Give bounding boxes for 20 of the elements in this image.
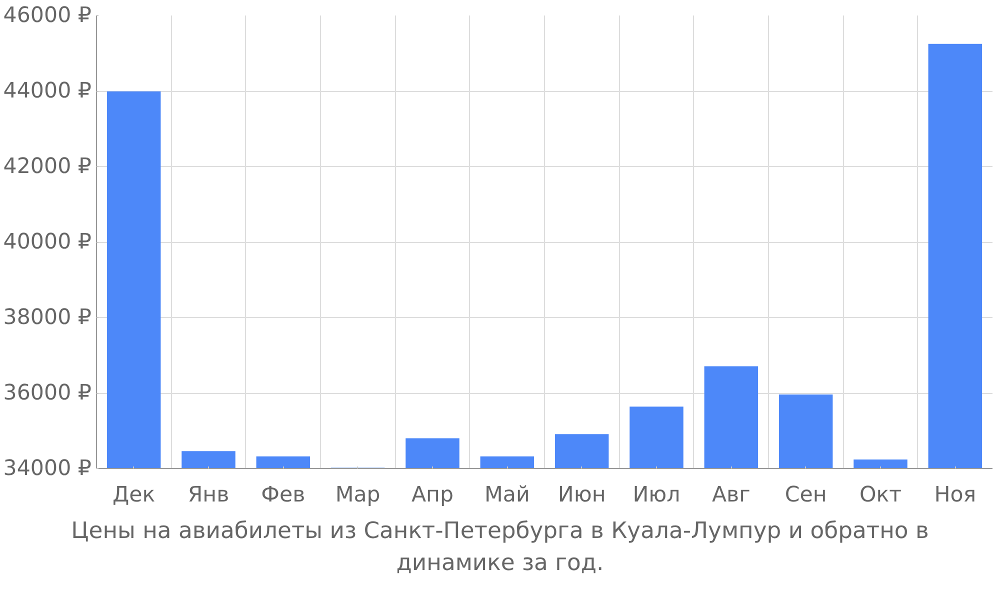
x-tick-label: Окт <box>859 482 902 508</box>
x-tick-label: Сен <box>784 482 827 508</box>
y-tick-label: 46000 ₽ <box>3 3 92 28</box>
y-tick-label: 42000 ₽ <box>3 154 92 179</box>
x-tick-label: Июл <box>632 482 680 508</box>
x-tick-label: Янв <box>188 482 230 508</box>
y-tick-label: 38000 ₽ <box>3 305 92 330</box>
y-tick-label: 40000 ₽ <box>3 230 92 254</box>
x-tick-label: Дек <box>112 482 156 508</box>
x-tick-label: Май <box>484 482 530 508</box>
x-tick-label: Ноя <box>934 482 976 508</box>
x-tick-label: Авг <box>712 482 750 508</box>
text: Цены на авиабилеты из Санкт-Петербурга в Куала-Лумпур и обратно в динамике за год. <box>70 517 930 578</box>
y-tick-label: 34000 ₽ <box>3 456 92 481</box>
y-tick-label: 36000 ₽ <box>3 380 92 406</box>
x-tick-label: Мар <box>335 482 380 508</box>
x-tick-label: Июн <box>558 482 606 508</box>
x-tick-label: Фев <box>261 482 306 508</box>
y-tick-label: 44000 ₽ <box>3 78 92 104</box>
x-tick-label: Апр <box>411 482 454 508</box>
